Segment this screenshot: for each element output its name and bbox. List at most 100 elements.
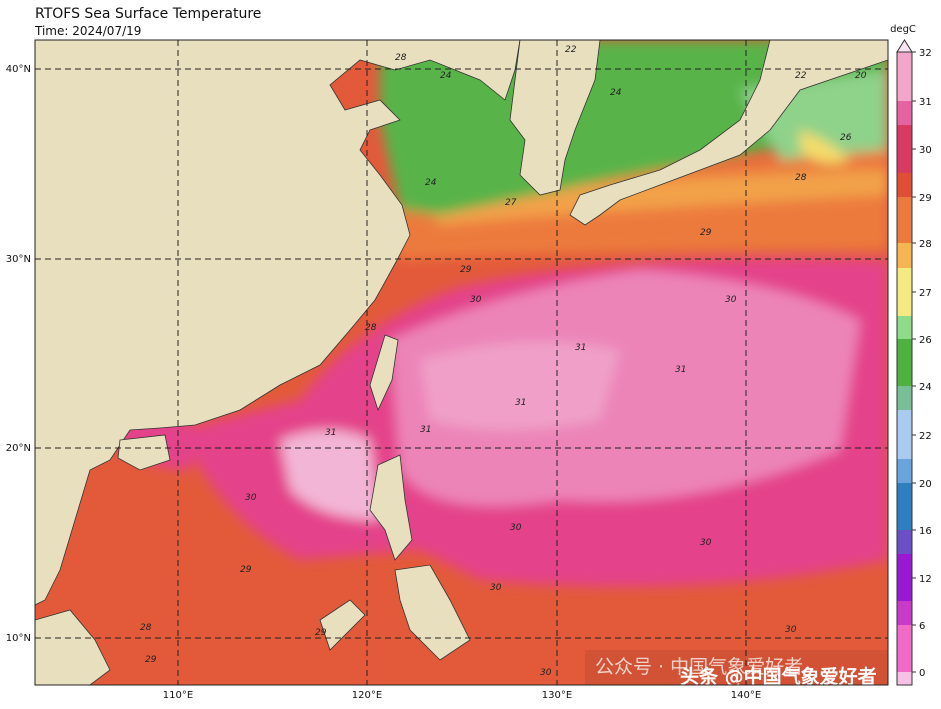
contour-label: 31	[575, 343, 586, 353]
colorbar-segment	[897, 410, 912, 435]
colorbar-segment	[897, 507, 912, 530]
time: Time: 2024/07/19	[34, 24, 141, 38]
lon-label: 140°E	[731, 690, 761, 701]
contour-label: 30	[785, 625, 797, 635]
colorbar-cap	[896, 39, 913, 53]
lon-label: 130°E	[542, 690, 572, 701]
land-korea	[509, 40, 601, 196]
contour-label: 31	[420, 425, 431, 435]
colorbar-tick-label: 0	[919, 668, 925, 679]
colorbar-segment	[897, 530, 912, 554]
colorbar-segment	[897, 101, 912, 125]
land-luzon	[369, 454, 413, 561]
colorbar-segment	[897, 125, 912, 149]
contour-label: 31	[325, 428, 336, 438]
land-japan	[569, 40, 888, 226]
colorbar-tick-label: 6	[919, 621, 925, 632]
contour-label: 29	[700, 228, 712, 238]
contour-label: 30	[700, 538, 712, 548]
colorbar-segment	[897, 625, 912, 649]
contour-label: 22	[565, 45, 577, 55]
colorbar-tick-label: 22	[919, 431, 932, 442]
colorbar-segment	[897, 220, 912, 243]
colorbar-tick-label: 32	[919, 48, 932, 59]
colorbar: degC 32 31 30 29 28 27 26 24 22 20 16 12 6 0	[890, 24, 932, 686]
colorbar-segment	[897, 554, 912, 578]
axis-labels: 110°E 120°E 130°E 140°E 40°N 30°N 20°N 1…	[6, 64, 761, 701]
colorbar-segment	[897, 149, 912, 173]
lon-label: 110°E	[163, 690, 193, 701]
contour-label: 30	[540, 668, 552, 678]
land-indochina	[35, 609, 111, 685]
colorbar-tick-label: 20	[919, 479, 932, 490]
contour-label: 28	[140, 623, 152, 633]
colorbar-segment	[897, 459, 912, 483]
contour-label: 28	[395, 53, 407, 63]
contour-label: 30	[470, 295, 482, 305]
colorbar-tick-label: 26	[919, 335, 932, 346]
colorbar-segment	[897, 292, 912, 316]
contour-label: 29	[240, 565, 252, 575]
lat-label: 10°N	[6, 633, 31, 644]
colorbar-label: degC	[890, 24, 916, 35]
colorbar-tick-label: 31	[919, 97, 932, 108]
contour-label: 30	[245, 493, 257, 503]
colorbar-segment	[897, 52, 912, 76]
lat-label: 40°N	[6, 64, 31, 75]
watermark-right: 头条 @中国气象爱好者	[680, 665, 877, 688]
colorbar-tick-label: 24	[919, 382, 932, 393]
contour-label: 24	[425, 178, 437, 188]
colorbar-tick-label: 12	[919, 574, 932, 585]
colorbar-segment	[897, 76, 912, 101]
colorbar-frame	[896, 51, 913, 686]
contour-label: 22	[795, 71, 807, 81]
contour-label: 29	[315, 628, 327, 638]
lat-label: 20°N	[6, 443, 31, 454]
lat-label: 30°N	[6, 254, 31, 265]
land-mainland	[35, 40, 521, 606]
colorbar-tick-label: 29	[919, 193, 932, 204]
contour-label: 27	[505, 198, 517, 208]
contour-label: 20	[855, 71, 867, 81]
land-hainan	[117, 434, 171, 471]
title: RTOFS Sea Surface Temperature	[35, 6, 261, 22]
contour-label: 24	[440, 71, 452, 81]
colorbar-segment	[897, 339, 912, 362]
contour-label: 30	[510, 523, 522, 533]
contour-label: 24	[610, 88, 622, 98]
contour-label: 30	[725, 295, 737, 305]
colorbar-segment	[897, 601, 912, 625]
colorbar-segment	[897, 578, 912, 601]
colorbar-tick-label: 28	[919, 239, 932, 250]
colorbar-segment	[897, 316, 912, 339]
land-taiwan	[369, 334, 399, 412]
contour-label: 26	[840, 133, 852, 143]
colorbar-segment	[897, 197, 912, 220]
contour-label: 30	[490, 583, 502, 593]
contour-label: 28	[795, 173, 807, 183]
contour-label: 29	[145, 655, 157, 665]
contour-labels: 28 24 24 22 24 22 20 26 27 28 29 29 28 3…	[140, 45, 867, 678]
watermark-left: 公众号 · 中国气象爱好者	[595, 656, 803, 678]
colorbar-segment	[897, 672, 912, 685]
map-frame	[34, 39, 889, 686]
colorbar-tick-label: 30	[919, 145, 932, 156]
contour-label: 28	[365, 323, 377, 333]
contour-label: 31	[675, 365, 686, 375]
lon-label: 120°E	[352, 690, 382, 701]
contour-label: 31	[515, 398, 526, 408]
colorbar-segment	[897, 386, 912, 410]
colorbar-segment	[897, 649, 912, 672]
colorbar-segment	[897, 268, 912, 292]
colorbar-segment	[897, 483, 912, 507]
colorbar-segment	[897, 435, 912, 459]
colorbar-tick-label: 16	[919, 526, 932, 537]
map-area: 28 24 24 22 24 22 20 26 27 28 29 29 28 3…	[35, 40, 888, 688]
colorbar-segment	[897, 243, 912, 268]
colorbar-segment	[897, 173, 912, 197]
graticule	[35, 40, 888, 685]
contour-label: 29	[460, 265, 472, 275]
colorbar-segment	[897, 362, 912, 386]
colorbar-tick-label: 27	[919, 288, 932, 299]
